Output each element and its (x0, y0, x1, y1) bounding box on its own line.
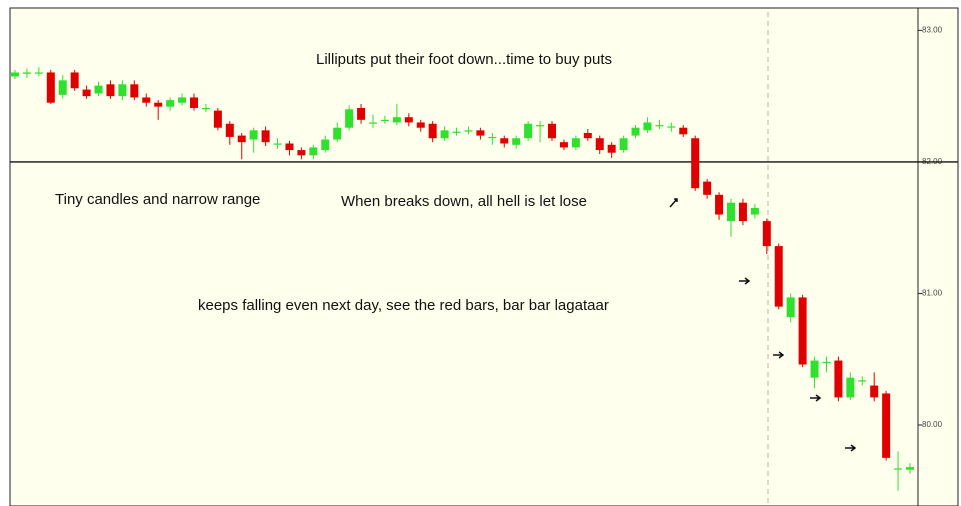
candle-body (870, 385, 879, 398)
candle-body (464, 130, 473, 132)
arrow (739, 277, 751, 285)
candle-body (333, 127, 342, 140)
candle-body (834, 360, 843, 398)
candle-body (357, 107, 366, 120)
candle-body (607, 144, 616, 153)
candle-body (190, 97, 198, 108)
arrow (845, 444, 857, 452)
candle-body (166, 100, 175, 107)
candle-body (715, 194, 724, 215)
arrows (669, 198, 857, 452)
plot-background (9, 7, 959, 506)
annotation: Lilliputs put their foot down...time to … (316, 51, 612, 68)
candle-body (488, 136, 497, 139)
candle-body (11, 72, 19, 77)
candle-body (285, 143, 294, 151)
candle-body (548, 123, 556, 139)
candle-body (46, 72, 55, 103)
candle-body (249, 130, 258, 140)
candle-body (201, 107, 210, 110)
candle-body (130, 84, 139, 98)
candle-body (428, 123, 437, 139)
candle-body (619, 138, 628, 151)
candle-body (237, 135, 246, 143)
candle-body (667, 126, 676, 128)
candle-body (261, 130, 270, 143)
candle-body (225, 123, 234, 137)
candle-body (738, 202, 747, 222)
y-tick-label: 80.00 (922, 420, 943, 429)
y-tick-label: 83.00 (922, 25, 943, 34)
candle-body (392, 117, 401, 123)
candle-body (178, 97, 187, 103)
candle-body (321, 139, 330, 151)
candle-body (786, 297, 795, 318)
candle-body (142, 97, 151, 103)
annotation: When breaks down, all hell is let lose (341, 193, 587, 210)
candle-body (70, 72, 79, 89)
candle-body (810, 360, 819, 378)
candle-body (416, 122, 425, 128)
candle-body (512, 138, 521, 145)
candle-body (571, 138, 580, 148)
candle-body (774, 246, 783, 307)
candle-body (22, 72, 31, 74)
candle-body (703, 181, 712, 195)
candle-body (440, 130, 449, 139)
candle-body (380, 119, 389, 122)
candle-body (118, 84, 127, 97)
candle-body (559, 142, 568, 148)
candle-body (691, 138, 700, 189)
candle-body (524, 123, 533, 139)
y-tick-label: 81.00 (922, 289, 943, 298)
candle-body (846, 377, 855, 398)
candle-body (452, 131, 461, 133)
annotation: keeps falling even next day, see the red… (198, 297, 609, 314)
candle-body (404, 117, 413, 123)
candle-body (595, 138, 604, 151)
candle-body (583, 132, 592, 139)
arrow (773, 351, 785, 359)
candle-body (309, 147, 318, 156)
candle-body (500, 138, 509, 144)
candle-body (643, 122, 652, 131)
candle-body (536, 125, 545, 127)
candle-body (34, 72, 43, 74)
arrow (669, 198, 678, 208)
candle-body (631, 127, 640, 136)
candle-body (345, 109, 354, 128)
candle-body (213, 110, 222, 128)
candle-body (94, 85, 103, 94)
candle-body (762, 221, 771, 247)
candle-body (82, 89, 91, 97)
arrow (810, 394, 822, 402)
candle-body (369, 122, 377, 124)
candle-body (106, 84, 115, 97)
candle-body (727, 202, 735, 222)
candle-body (894, 468, 903, 470)
candle-body (679, 127, 688, 135)
annotation: Tiny candles and narrow range (55, 191, 260, 208)
candle-body (750, 207, 759, 215)
candle-body (297, 150, 306, 156)
candle-body (655, 125, 664, 127)
candle-body (154, 102, 163, 107)
candle-body (906, 467, 914, 470)
candle-body (882, 393, 891, 458)
candle-body (273, 143, 282, 145)
candle-body (858, 380, 867, 382)
candle-body (58, 80, 67, 95)
candle-body (798, 297, 807, 365)
candle-body (822, 361, 831, 364)
candle-body (476, 130, 485, 136)
